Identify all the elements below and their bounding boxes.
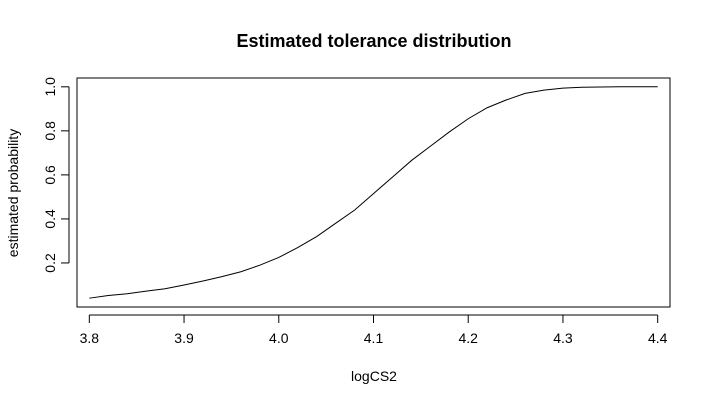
x-tick-label: 4.3 [553, 330, 573, 346]
y-tick-label: 0.2 [42, 253, 58, 273]
y-tick-label: 0.8 [42, 121, 58, 141]
x-tick-label: 4.1 [364, 330, 384, 346]
x-tick-label: 3.8 [80, 330, 100, 346]
x-tick-label: 3.9 [174, 330, 194, 346]
x-tick-label: 4.0 [269, 330, 289, 346]
x-tick-label: 4.4 [648, 330, 668, 346]
x-axis-label: logCS2 [351, 368, 397, 384]
plot-area-frame [76, 77, 671, 308]
y-tick-label: 0.6 [42, 165, 58, 185]
x-axis: 3.8 3.9 4.0 4.1 4.2 4.3 4.4 [80, 314, 668, 346]
series-layer [89, 86, 658, 299]
y-tick-label: 0.4 [42, 209, 58, 229]
y-tick-label: 1.0 [42, 77, 58, 97]
chart-title: Estimated tolerance distribution [236, 31, 511, 51]
y-axis-label: estimated probability [5, 129, 21, 257]
x-tick-label: 4.2 [458, 330, 478, 346]
series-line [89, 86, 658, 299]
y-axis: 0.2 0.4 0.6 0.8 1.0 [42, 77, 70, 273]
